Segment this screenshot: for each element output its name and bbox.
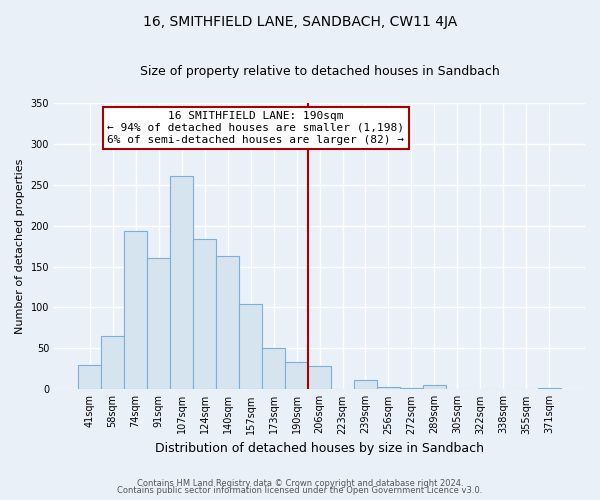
- Text: Contains HM Land Registry data © Crown copyright and database right 2024.: Contains HM Land Registry data © Crown c…: [137, 478, 463, 488]
- Bar: [239, 304, 262, 390]
- Bar: [101, 336, 124, 390]
- Bar: [78, 364, 101, 390]
- Title: Size of property relative to detached houses in Sandbach: Size of property relative to detached ho…: [140, 65, 499, 78]
- Bar: [124, 232, 147, 390]
- Text: 16, SMITHFIELD LANE, SANDBACH, CW11 4JA: 16, SMITHFIELD LANE, SANDBACH, CW11 4JA: [143, 15, 457, 29]
- Y-axis label: Number of detached properties: Number of detached properties: [15, 158, 25, 334]
- Bar: [308, 366, 331, 390]
- Text: 16 SMITHFIELD LANE: 190sqm
← 94% of detached houses are smaller (1,198)
6% of se: 16 SMITHFIELD LANE: 190sqm ← 94% of deta…: [107, 112, 404, 144]
- Bar: [147, 258, 170, 390]
- Bar: [285, 362, 308, 390]
- Bar: [423, 385, 446, 390]
- Bar: [193, 238, 216, 390]
- Bar: [354, 380, 377, 390]
- Bar: [216, 256, 239, 390]
- Bar: [538, 388, 561, 390]
- Bar: [377, 387, 400, 390]
- Text: Contains public sector information licensed under the Open Government Licence v3: Contains public sector information licen…: [118, 486, 482, 495]
- X-axis label: Distribution of detached houses by size in Sandbach: Distribution of detached houses by size …: [155, 442, 484, 455]
- Bar: [262, 348, 285, 390]
- Bar: [170, 176, 193, 390]
- Bar: [400, 388, 423, 390]
